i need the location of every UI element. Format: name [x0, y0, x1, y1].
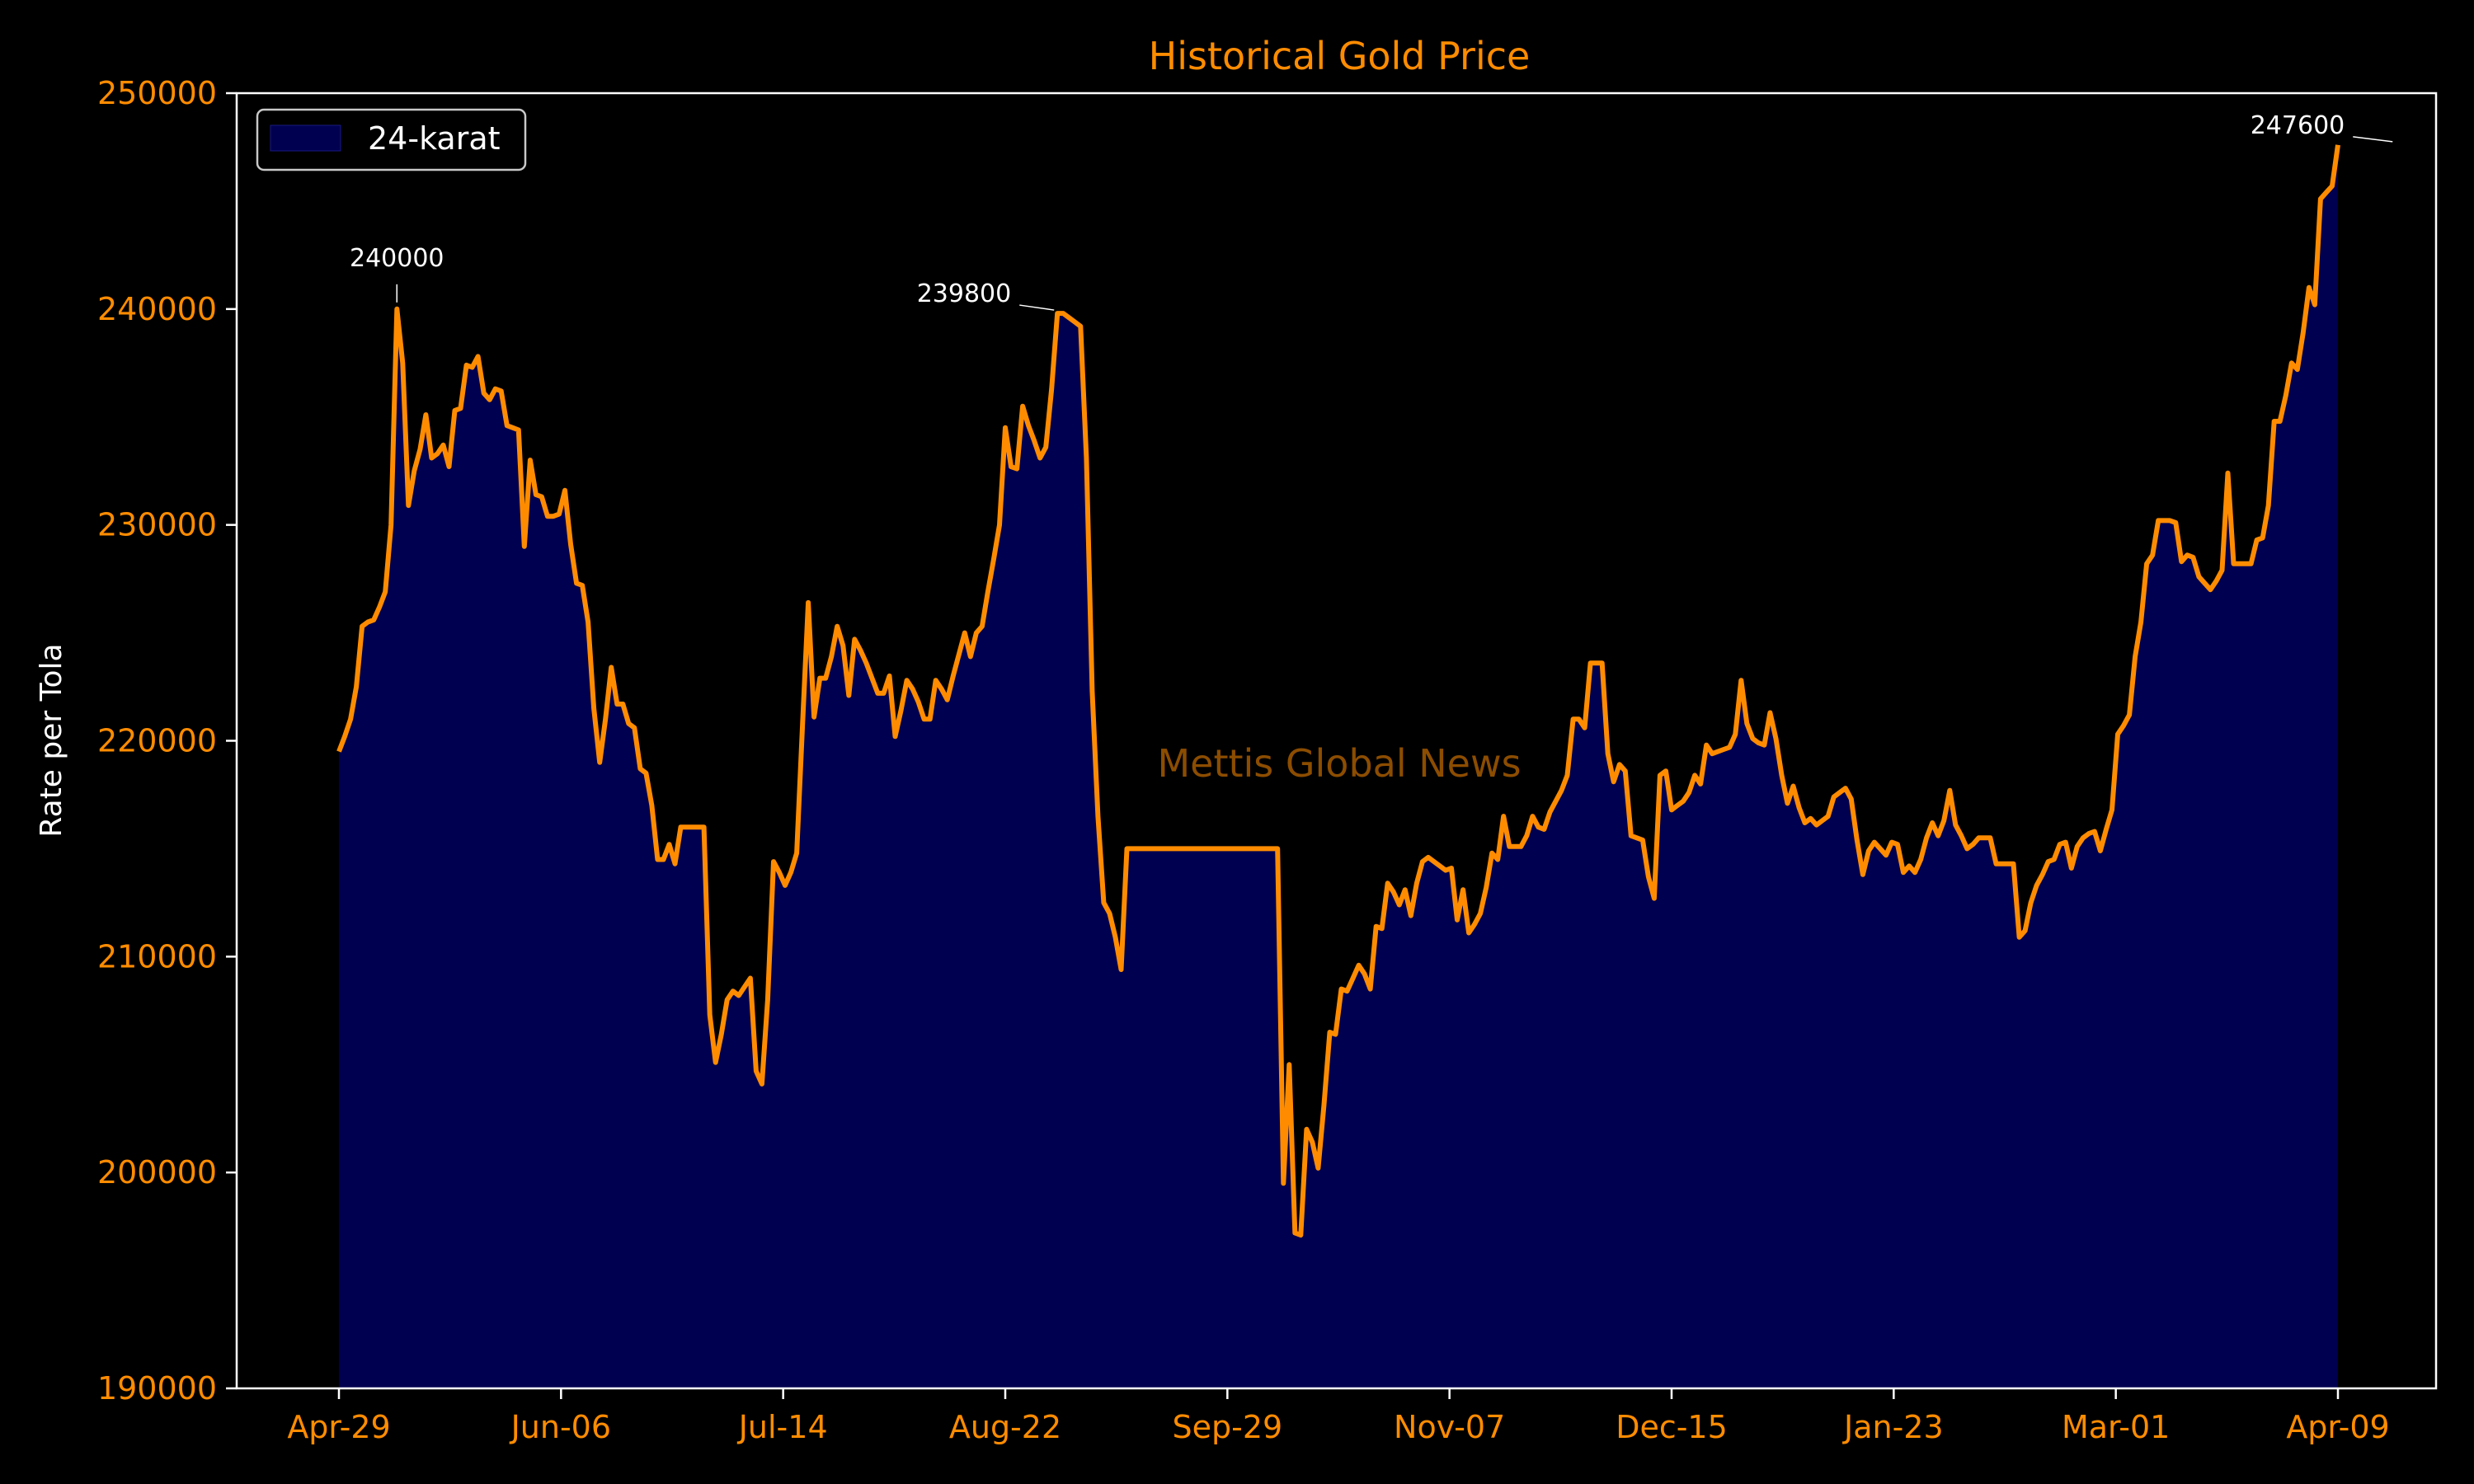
x-tick-label: Apr-29: [287, 1409, 390, 1445]
x-tick-label: Jul-14: [737, 1409, 828, 1445]
peak-annotation-label: 247600: [2251, 111, 2345, 140]
y-tick-label: 230000: [97, 507, 217, 543]
chart-title: Historical Gold Price: [1149, 34, 1531, 78]
x-tick-label: Mar-01: [2062, 1409, 2170, 1445]
series-area-24-karat: [339, 144, 2338, 1388]
x-tick-label: Jun-06: [510, 1409, 611, 1445]
x-axis: Apr-29 Jun-06 Jul-14 Aug-22 Sep-29 Nov-07 Dec-…: [287, 1388, 2390, 1445]
y-axis-label: Rate per Tola: [35, 643, 68, 837]
legend-box: [256, 108, 527, 171]
y-tick-label: 240000: [97, 291, 217, 327]
x-tick-label: Jan-23: [1842, 1409, 1944, 1445]
plot-area: [336, 144, 2340, 1388]
x-tick-label: Dec-15: [1616, 1409, 1728, 1445]
y-tick-label: 250000: [97, 75, 217, 111]
peak-annotation-label: 240000: [350, 244, 444, 273]
y-axis: 190000 200000 210000 220000 230000 240000 2500…: [97, 75, 237, 1407]
y-tick-label: 210000: [97, 938, 217, 974]
legend-swatch: [270, 124, 341, 152]
x-tick-label: Apr-09: [2286, 1409, 2389, 1445]
x-tick-label: Sep-29: [1172, 1409, 1282, 1445]
x-tick-label: Aug-22: [949, 1409, 1061, 1445]
legend[interactable]: 24-karat: [256, 108, 527, 171]
watermark-text: Mettis Global News: [1157, 741, 1521, 786]
y-tick-label: 190000: [97, 1370, 217, 1407]
annotation-leader: [2353, 136, 2393, 143]
legend-label: 24-karat: [368, 120, 501, 157]
y-tick-label: 220000: [97, 723, 217, 759]
x-tick-label: Nov-07: [1394, 1409, 1505, 1445]
y-tick-label: 200000: [97, 1154, 217, 1190]
annotation-layer: 240000 239800 247600: [350, 111, 2393, 311]
annotation-leader: [1019, 304, 1055, 311]
series-line-24-karat: [336, 144, 2340, 1238]
peak-annotation-label: 239800: [917, 279, 1012, 308]
